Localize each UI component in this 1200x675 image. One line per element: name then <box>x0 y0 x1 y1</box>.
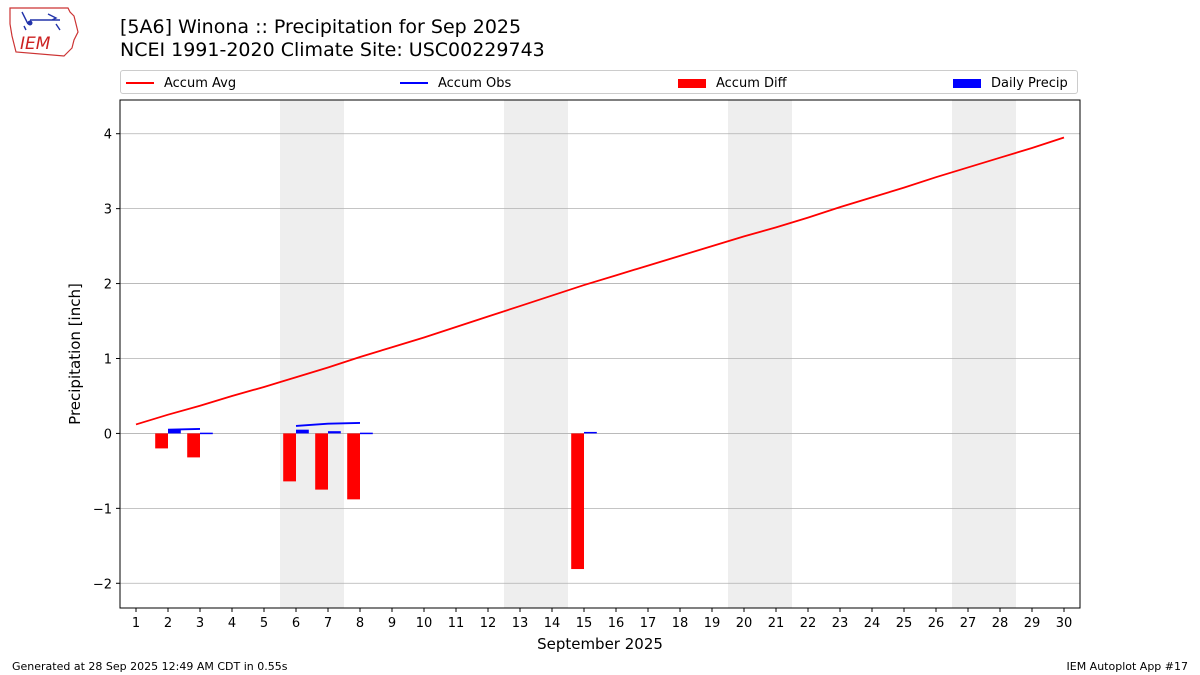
y-tick-label: 4 <box>104 128 112 143</box>
x-tick-label: 24 <box>864 616 881 631</box>
y-tick-label: 2 <box>104 278 112 293</box>
x-tick-label: 21 <box>768 616 785 631</box>
daily-precip-bar <box>168 429 181 434</box>
chart-legend: Accum Avg Accum Obs Accum Diff Daily Pre… <box>120 70 1078 94</box>
daily-precip-bar <box>360 432 373 435</box>
plot-frame <box>119 99 1081 609</box>
x-tick-label: 20 <box>736 616 753 631</box>
accum-avg-line <box>135 136 1065 426</box>
weekend-shade <box>504 100 536 608</box>
x-tick-label: 16 <box>608 616 625 631</box>
footer-app: IEM Autoplot App #17 <box>1066 660 1189 673</box>
x-tick-label: 6 <box>292 616 300 631</box>
daily-precip-bar <box>296 429 309 434</box>
legend-swatch <box>953 78 981 88</box>
logo-text: IEM <box>20 34 51 54</box>
legend-label: Accum Avg <box>164 75 237 91</box>
chart-subtitle: NCEI 1991-2020 Climate Site: USC00229743 <box>120 39 545 61</box>
legend-item-daily-precip: Daily Precip <box>953 74 1068 92</box>
x-tick-label: 18 <box>672 616 689 631</box>
legend-item-accum-diff: Accum Diff <box>678 74 787 92</box>
station-dot-icon <box>27 20 33 26</box>
y-tick-label: −1 <box>93 502 112 517</box>
y-tick-label: 1 <box>104 352 112 367</box>
x-tick-label: 23 <box>832 616 849 631</box>
weekend-shade <box>536 100 568 608</box>
legend-label: Accum Diff <box>716 75 787 91</box>
x-tick-label: 27 <box>960 616 977 631</box>
x-tick-label: 19 <box>704 616 721 631</box>
x-tick-label: 10 <box>416 616 433 631</box>
x-tick-label: 22 <box>800 616 817 631</box>
x-tick-label: 14 <box>544 616 561 631</box>
accum-diff-bar <box>315 433 328 490</box>
accum-obs-line <box>295 422 361 427</box>
footer-generated: Generated at 28 Sep 2025 12:49 AM CDT in… <box>12 660 288 673</box>
y-tick-label: 3 <box>104 203 112 218</box>
x-tick-label: 11 <box>448 616 465 631</box>
iowa-outline-icon <box>9 7 79 57</box>
accum-diff-bar <box>187 433 200 458</box>
accum-diff-bar <box>347 433 360 500</box>
x-tick-label: 4 <box>228 616 236 631</box>
x-tick-label: 9 <box>388 616 396 631</box>
weekend-shade <box>952 100 984 608</box>
weekend-shade <box>760 100 792 608</box>
legend-label: Daily Precip <box>991 75 1068 91</box>
x-tick-label: 2 <box>164 616 172 631</box>
legend-item-accum-obs: Accum Obs <box>400 74 511 92</box>
iem-logo: IEM <box>9 7 79 57</box>
y-tick-label: −2 <box>93 577 112 592</box>
x-tick-label: 7 <box>324 616 332 631</box>
weekend-shade <box>728 100 760 608</box>
legend-swatch <box>400 82 428 84</box>
x-tick-label: 3 <box>196 616 204 631</box>
x-axis-label: September 2025 <box>537 635 663 653</box>
weekend-shade <box>312 100 344 608</box>
x-tick-label: 17 <box>640 616 657 631</box>
daily-precip-bar <box>328 431 341 434</box>
accum-diff-bar <box>155 433 168 449</box>
daily-precip-bar <box>200 432 213 435</box>
legend-item-accum-avg: Accum Avg <box>126 74 236 92</box>
x-tick-label: 26 <box>928 616 945 631</box>
x-tick-label: 15 <box>576 616 593 631</box>
x-tick-label: 29 <box>1024 616 1041 631</box>
weekend-shade <box>984 100 1016 608</box>
x-tick-label: 12 <box>480 616 497 631</box>
chart-title: [5A6] Winona :: Precipitation for Sep 20… <box>120 16 522 38</box>
daily-precip-bar <box>584 431 597 434</box>
x-tick-label: 8 <box>356 616 364 631</box>
x-tick-label: 13 <box>512 616 529 631</box>
legend-swatch <box>678 78 706 88</box>
weather-symbol-icon <box>21 11 61 31</box>
y-axis-label: Precipitation [inch] <box>66 283 84 425</box>
x-tick-label: 28 <box>992 616 1009 631</box>
x-tick-label: 5 <box>260 616 268 631</box>
x-tick-label: 1 <box>132 616 140 631</box>
x-tick-label: 30 <box>1056 616 1073 631</box>
x-tick-label: 25 <box>896 616 913 631</box>
weekend-shade <box>280 100 312 608</box>
accum-diff-bar <box>283 433 296 482</box>
accum-diff-bar <box>571 433 584 570</box>
y-tick-label: 0 <box>104 427 112 442</box>
accum-obs-line <box>167 428 201 431</box>
legend-label: Accum Obs <box>438 75 512 91</box>
legend-swatch <box>126 82 154 84</box>
